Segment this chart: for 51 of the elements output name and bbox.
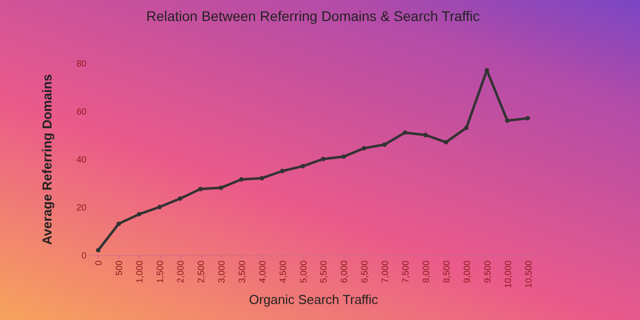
x-tick-label: 4,500 <box>278 260 288 284</box>
x-tick-label: 1,000 <box>134 260 145 284</box>
point <box>178 196 182 201</box>
x-tick-label: 10,500 <box>523 260 534 288</box>
x-tick-label: 4,000 <box>257 260 268 284</box>
point <box>423 132 428 138</box>
x-tick-label: 8,000 <box>421 260 431 284</box>
x-tick-label: 5,000 <box>298 260 308 284</box>
point <box>341 154 346 159</box>
y-tick-label: 60 <box>76 106 86 116</box>
x-tick-label: 2,000 <box>176 260 186 284</box>
x-tick-label: 9,000 <box>462 260 472 284</box>
y-tick-label: 20 <box>76 202 86 212</box>
x-tick-label: 2,500 <box>196 260 206 284</box>
x-tick-label: 500 <box>114 260 124 276</box>
point <box>218 186 224 190</box>
point <box>136 212 142 216</box>
x-tick-label: 5,500 <box>318 260 329 284</box>
y-tick-label: 80 <box>76 58 86 68</box>
point <box>464 126 469 130</box>
point <box>300 164 306 168</box>
x-tick-label: 3,500 <box>236 260 247 284</box>
point <box>239 177 244 182</box>
point <box>96 248 100 252</box>
x-tick-label: 6,500 <box>360 260 370 284</box>
x-tick-label: 10,000 <box>502 260 513 288</box>
point <box>320 156 326 162</box>
x-tick-label: 1,500 <box>155 260 166 284</box>
point <box>198 186 203 192</box>
x-tick-label: 9,500 <box>482 260 492 284</box>
point <box>402 130 408 135</box>
x-tick-label: 8,500 <box>441 260 452 284</box>
point <box>444 140 448 144</box>
chart-title: Relation Between Referring Domains & Search Traffic <box>146 8 480 24</box>
point <box>382 142 387 147</box>
point <box>116 222 121 226</box>
x-tick-label: 3,000 <box>216 260 226 284</box>
x-tick-label: 0 <box>94 260 104 266</box>
point <box>362 146 366 150</box>
y-tick-label: 40 <box>76 154 86 164</box>
point <box>526 116 530 120</box>
x-axis-title: Organic Search Traffic <box>248 292 379 308</box>
point <box>280 168 285 174</box>
y-tick-label: 0 <box>81 250 86 260</box>
point <box>260 176 264 180</box>
x-tick-label: 7,000 <box>380 260 390 284</box>
point <box>157 204 162 210</box>
x-tick-label: 7,500 <box>400 260 411 284</box>
point <box>505 118 510 123</box>
x-tick-label: 6,000 <box>339 260 350 284</box>
y-axis-title: Average Referring Domains <box>39 74 54 245</box>
